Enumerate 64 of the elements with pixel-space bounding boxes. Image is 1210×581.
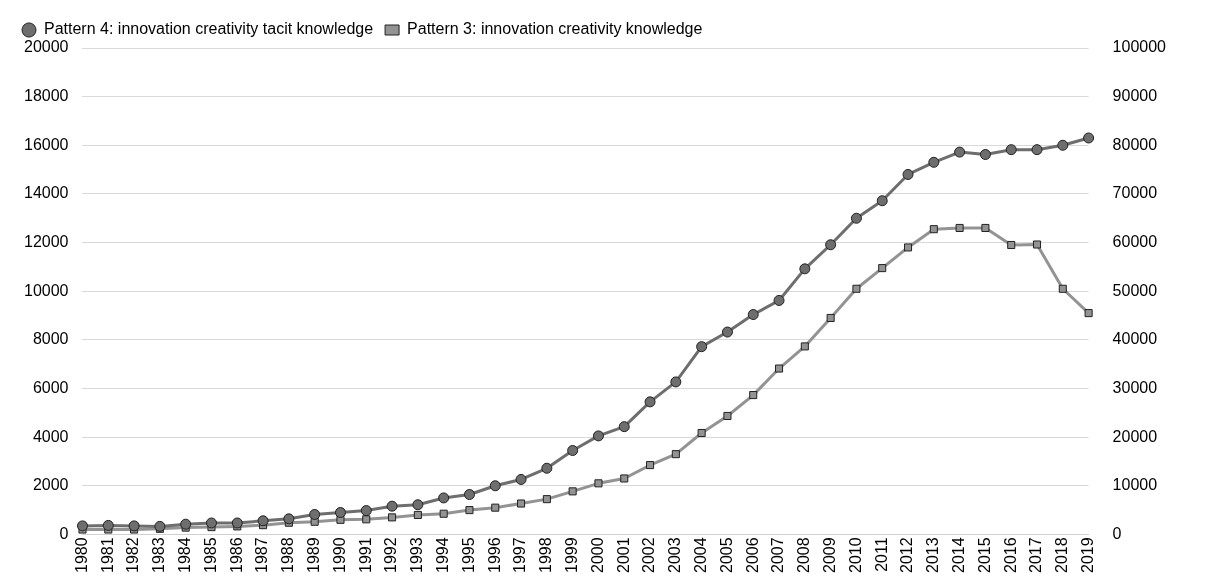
x-tick-label: 2012 bbox=[898, 537, 916, 573]
x-tick-label: 1990 bbox=[330, 537, 348, 573]
y2-tick-label: 100000 bbox=[1112, 38, 1167, 56]
y-tick-label: 16000 bbox=[23, 135, 69, 153]
x-tick-label: 1980 bbox=[72, 537, 90, 573]
x-tick-label: 1982 bbox=[124, 537, 142, 573]
x-tick-label: 1998 bbox=[537, 537, 555, 573]
legend-label: Pattern 3: innovation creativity knowledge bbox=[407, 20, 703, 38]
x-tick-label: 1995 bbox=[459, 537, 477, 573]
y-tick-label: 6000 bbox=[32, 378, 69, 396]
legend-label: Pattern 4: innovation creativity tacit knowledge bbox=[44, 20, 374, 38]
y-tick-label: 12000 bbox=[23, 232, 69, 250]
x-tick-label: 1996 bbox=[485, 537, 503, 573]
y2-tick-label: 20000 bbox=[1112, 427, 1158, 445]
x-tick-label: 2002 bbox=[640, 537, 658, 573]
x-tick-label: 2006 bbox=[743, 537, 761, 573]
x-tick-label: 1997 bbox=[511, 537, 529, 573]
y2-tick-label: 80000 bbox=[1112, 135, 1158, 153]
x-tick-label: 2016 bbox=[1001, 537, 1019, 573]
x-tick-label: 1985 bbox=[201, 537, 219, 573]
x-tick-label: 2001 bbox=[614, 537, 632, 573]
y-tick-label: 8000 bbox=[32, 330, 69, 348]
x-tick-label: 1999 bbox=[563, 537, 581, 573]
y-tick-label: 18000 bbox=[23, 87, 69, 105]
y2-tick-label: 40000 bbox=[1112, 330, 1158, 348]
y2-tick-label: 90000 bbox=[1112, 87, 1158, 105]
x-tick-label: 2008 bbox=[795, 537, 813, 573]
x-tick-label: 2018 bbox=[1053, 537, 1071, 573]
x-tick-label: 2004 bbox=[692, 537, 710, 573]
y-tick-label: 4000 bbox=[32, 427, 69, 445]
x-tick-label: 1989 bbox=[305, 537, 323, 573]
y2-tick-label: 30000 bbox=[1112, 378, 1158, 396]
y-tick-label: 10000 bbox=[23, 281, 69, 299]
x-tick-label: 2017 bbox=[1027, 537, 1045, 573]
x-tick-label: 2013 bbox=[924, 537, 942, 573]
x-tick-label: 2007 bbox=[769, 537, 787, 573]
y-tick-label: 20000 bbox=[23, 38, 69, 56]
x-tick-label: 1984 bbox=[176, 537, 194, 573]
y-tick-label: 2000 bbox=[32, 476, 69, 494]
y2-tick-label: 10000 bbox=[1112, 476, 1158, 494]
x-tick-label: 2019 bbox=[1079, 537, 1097, 573]
x-tick-label: 1993 bbox=[408, 537, 426, 573]
x-tick-label: 1994 bbox=[434, 537, 452, 573]
x-tick-label: 1988 bbox=[279, 537, 297, 573]
x-tick-label: 2005 bbox=[717, 537, 735, 573]
x-tick-label: 1983 bbox=[150, 537, 168, 573]
x-tick-label: 2009 bbox=[821, 537, 839, 573]
x-tick-label: 1987 bbox=[253, 537, 271, 573]
y2-tick-label: 70000 bbox=[1112, 184, 1158, 202]
x-tick-label: 2000 bbox=[588, 537, 606, 573]
y2-tick-label: 0 bbox=[1112, 524, 1122, 542]
x-tick-label: 1981 bbox=[98, 537, 116, 573]
x-tick-label: 2011 bbox=[872, 537, 890, 572]
y2-tick-label: 60000 bbox=[1112, 232, 1158, 250]
y-tick-label: 0 bbox=[59, 524, 69, 542]
y2-tick-label: 50000 bbox=[1112, 281, 1158, 299]
x-tick-label: 2010 bbox=[846, 537, 864, 573]
x-tick-label: 1992 bbox=[382, 537, 400, 573]
x-tick-label: 2014 bbox=[950, 537, 968, 573]
x-tick-label: 1991 bbox=[356, 537, 374, 573]
x-tick-label: 2003 bbox=[666, 537, 684, 573]
y-tick-label: 14000 bbox=[23, 184, 69, 202]
x-tick-label: 1986 bbox=[227, 537, 245, 573]
x-tick-label: 2015 bbox=[975, 537, 993, 573]
